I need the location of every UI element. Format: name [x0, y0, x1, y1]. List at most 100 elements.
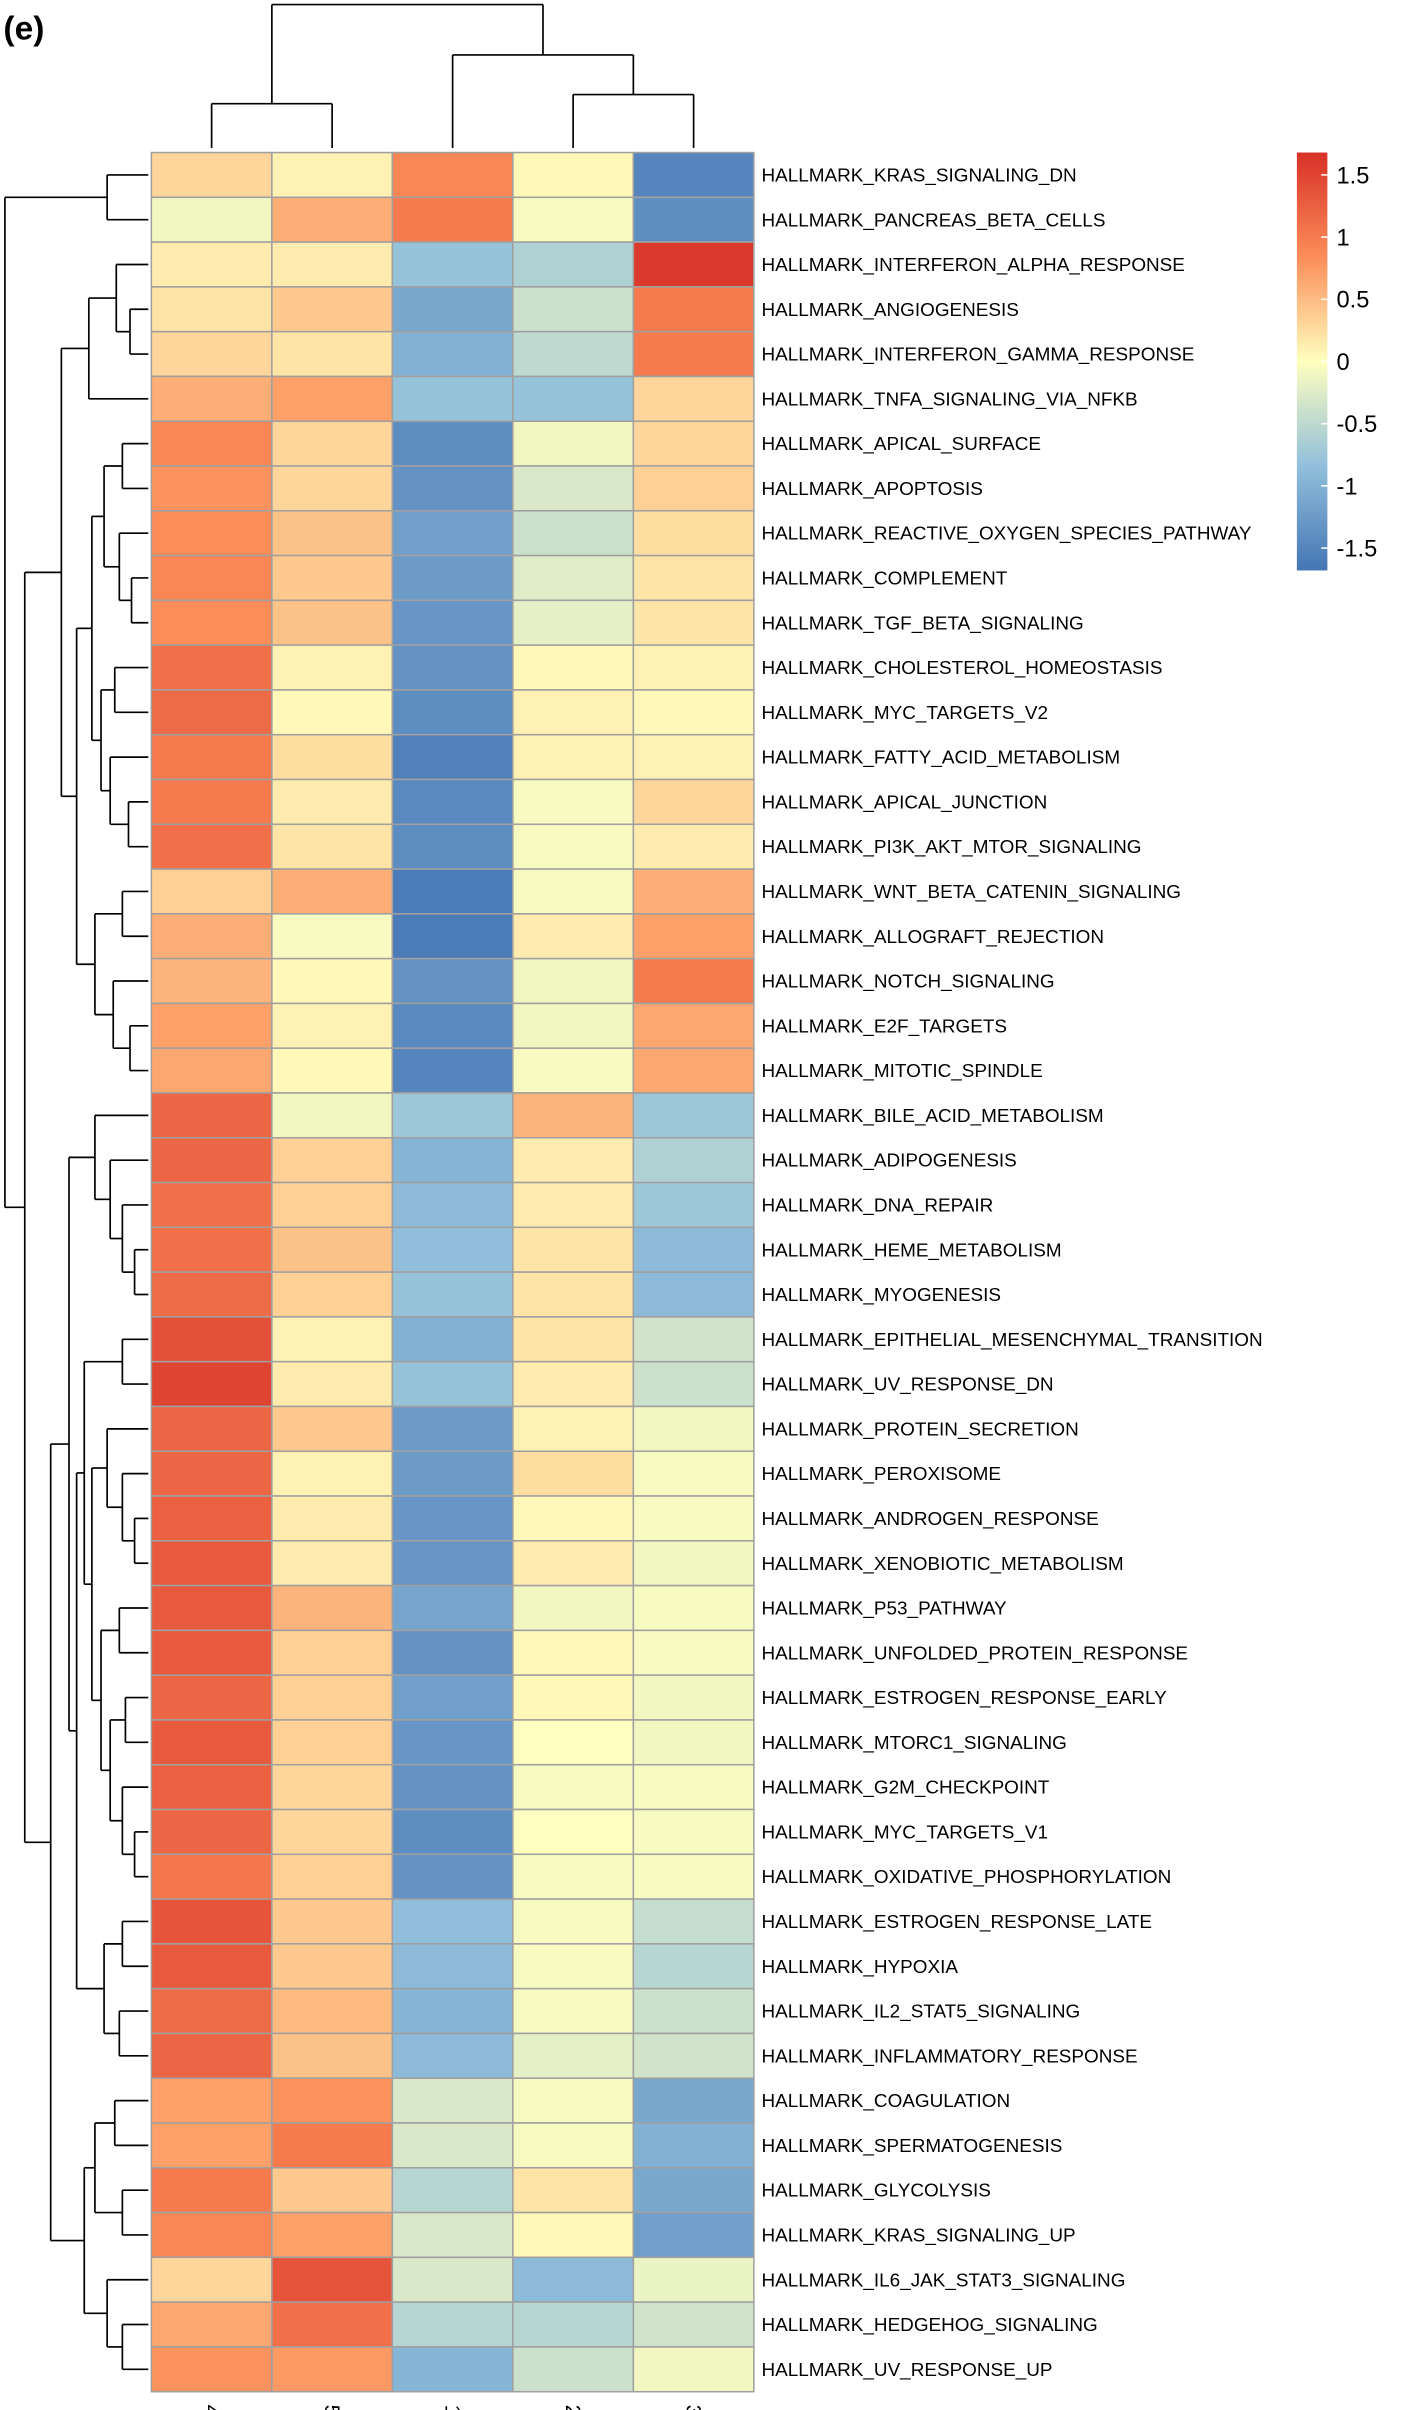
heatmap-cell — [271, 1853, 394, 1900]
column-label: 2 — [561, 2405, 585, 2410]
heatmap-cell — [391, 196, 514, 243]
heatmap-cell — [150, 599, 273, 646]
row-label: HALLMARK_ALLOGRAFT_REJECTION — [761, 927, 1104, 948]
heatmap-cell — [271, 2211, 394, 2259]
row-label: HALLMARK_MITOTIC_SPINDLE — [761, 1061, 1042, 1082]
heatmap-cell — [391, 1137, 514, 1184]
heatmap-cell — [391, 1540, 514, 1587]
heatmap-cell — [632, 420, 755, 467]
heatmap-cell — [271, 1674, 394, 1721]
heatmap-cell — [150, 1047, 273, 1094]
heatmap-cell — [391, 1584, 514, 1632]
heatmap-cell — [512, 689, 635, 736]
heatmap-cell — [512, 1047, 635, 1094]
heatmap-cell — [150, 330, 273, 378]
heatmap-cell — [632, 330, 755, 378]
heatmap-cell — [391, 1047, 514, 1094]
heatmap-cell — [632, 1629, 755, 1676]
heatmap-cell — [271, 1763, 394, 1811]
heatmap-cell — [271, 2167, 394, 2214]
heatmap-cell — [512, 2211, 635, 2259]
heatmap-cell — [512, 151, 635, 199]
row-label: HALLMARK_HYPOXIA — [761, 1957, 958, 1978]
heatmap-cell — [632, 2301, 755, 2348]
heatmap-cell — [391, 2301, 514, 2348]
row-label: HALLMARK_MYC_TARGETS_V1 — [761, 1822, 1047, 1843]
heatmap-cell — [512, 510, 635, 557]
heatmap-cell — [271, 196, 394, 243]
heatmap-cell — [632, 554, 755, 602]
heatmap-cell — [271, 151, 394, 199]
heatmap-cell — [150, 241, 273, 288]
heatmap-cell — [512, 2077, 635, 2124]
heatmap-cell — [150, 2346, 273, 2393]
heatmap-cell — [632, 375, 755, 422]
heatmap-cell — [632, 1987, 755, 2035]
heatmap-cell — [150, 1763, 273, 1811]
heatmap-cell — [150, 1137, 273, 1184]
heatmap-cell — [512, 868, 635, 915]
heatmap-cell — [391, 689, 514, 736]
heatmap-cell — [271, 1316, 394, 1363]
heatmap-cell — [271, 1495, 394, 1542]
heatmap-cell — [512, 1808, 635, 1856]
heatmap-cell — [391, 823, 514, 870]
colorbar-tick-label: -1 — [1337, 474, 1358, 500]
heatmap-cell — [632, 2211, 755, 2259]
heatmap-cell — [271, 2346, 394, 2393]
heatmap-cell — [150, 1405, 273, 1453]
heatmap-cell — [150, 1719, 273, 1766]
heatmap-cell — [271, 1987, 394, 2035]
heatmap-cell — [391, 1271, 514, 1318]
row-label: HALLMARK_ANGIOGENESIS — [761, 300, 1018, 321]
row-label: HALLMARK_PEROXISOME — [761, 1464, 1001, 1485]
heatmap-cell — [512, 1226, 635, 1273]
row-label: HALLMARK_PROTEIN_SECRETION — [761, 1419, 1078, 1440]
heatmap-cell — [632, 689, 755, 736]
heatmap-cell — [512, 1495, 635, 1542]
row-label: HALLMARK_EPITHELIAL_MESENCHYMAL_TRANSITI… — [761, 1330, 1262, 1351]
row-label: HALLMARK_TNFA_SIGNALING_VIA_NFKB — [761, 389, 1137, 410]
row-label: HALLMARK_MTORC1_SIGNALING — [761, 1733, 1066, 1754]
heatmap-cell — [632, 823, 755, 870]
row-label: HALLMARK_BILE_ACID_METABOLISM — [761, 1106, 1103, 1127]
heatmap-cell — [512, 1181, 635, 1229]
colorbar-tick-label: -0.5 — [1337, 412, 1378, 438]
row-label: HALLMARK_ESTROGEN_RESPONSE_LATE — [761, 1912, 1152, 1933]
heatmap-cell — [391, 1629, 514, 1676]
heatmap-cell — [512, 2032, 635, 2079]
heatmap-cell — [391, 1181, 514, 1229]
column-label: 1 — [441, 2405, 465, 2410]
row-label: HALLMARK_IL6_JAK_STAT3_SIGNALING — [761, 2270, 1125, 2291]
heatmap-cell — [632, 644, 755, 691]
heatmap-cell — [512, 1853, 635, 1900]
heatmap-cell — [391, 1943, 514, 1990]
heatmap-cell — [391, 286, 514, 333]
heatmap-cell — [632, 1360, 755, 1408]
heatmap-cell — [512, 465, 635, 512]
heatmap-cell — [150, 1002, 273, 1049]
heatmap-cell — [271, 599, 394, 646]
heatmap-cell — [271, 465, 394, 512]
heatmap-cell — [632, 1898, 755, 1945]
heatmap-cell — [512, 2122, 635, 2169]
heatmap-cell — [391, 599, 514, 646]
heatmap-cell — [512, 599, 635, 646]
heatmap-cell — [391, 1674, 514, 1721]
heatmap-cell — [271, 1540, 394, 1587]
heatmap-cell — [512, 1137, 635, 1184]
heatmap-cell — [391, 554, 514, 602]
heatmap-cell — [391, 2167, 514, 2214]
heatmap-cell — [150, 1808, 273, 1856]
row-label: HALLMARK_PANCREAS_BETA_CELLS — [761, 210, 1105, 231]
row-label: HALLMARK_HEDGEHOG_SIGNALING — [761, 2315, 1097, 2336]
heatmap-cell — [632, 1316, 755, 1363]
row-label: HALLMARK_TGF_BETA_SIGNALING — [761, 613, 1083, 634]
heatmap-cell — [391, 1987, 514, 2035]
heatmap-cell — [512, 286, 635, 333]
row-label: HALLMARK_INTERFERON_ALPHA_RESPONSE — [761, 255, 1184, 276]
heatmap-cell — [632, 957, 755, 1005]
heatmap-cell — [391, 1808, 514, 1856]
heatmap-cell — [512, 196, 635, 243]
